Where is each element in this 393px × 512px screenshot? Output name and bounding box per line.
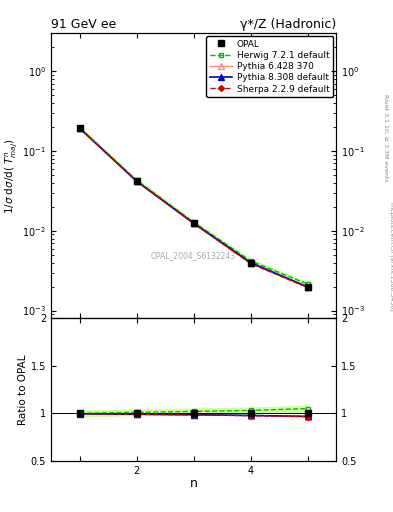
Text: γ*/Z (Hadronic): γ*/Z (Hadronic) (240, 18, 336, 31)
Legend: OPAL, Herwig 7.2.1 default, Pythia 6.428 370, Pythia 8.308 default, Sherpa 2.2.9: OPAL, Herwig 7.2.1 default, Pythia 6.428… (206, 36, 333, 97)
Text: mcplots.cern.ch [arXiv:1306.3436]: mcplots.cern.ch [arXiv:1306.3436] (389, 202, 393, 310)
Text: OPAL_2004_S6132243: OPAL_2004_S6132243 (151, 251, 236, 260)
Text: Rivet 3.1.10, ≥ 3.3M events: Rivet 3.1.10, ≥ 3.3M events (383, 94, 388, 182)
X-axis label: n: n (189, 477, 198, 490)
Text: 91 GeV ee: 91 GeV ee (51, 18, 116, 31)
Y-axis label: 1/$\sigma$ d$\sigma$/d( $T^n_{maj}$): 1/$\sigma$ d$\sigma$/d( $T^n_{maj}$) (4, 138, 20, 214)
Y-axis label: Ratio to OPAL: Ratio to OPAL (18, 354, 28, 425)
